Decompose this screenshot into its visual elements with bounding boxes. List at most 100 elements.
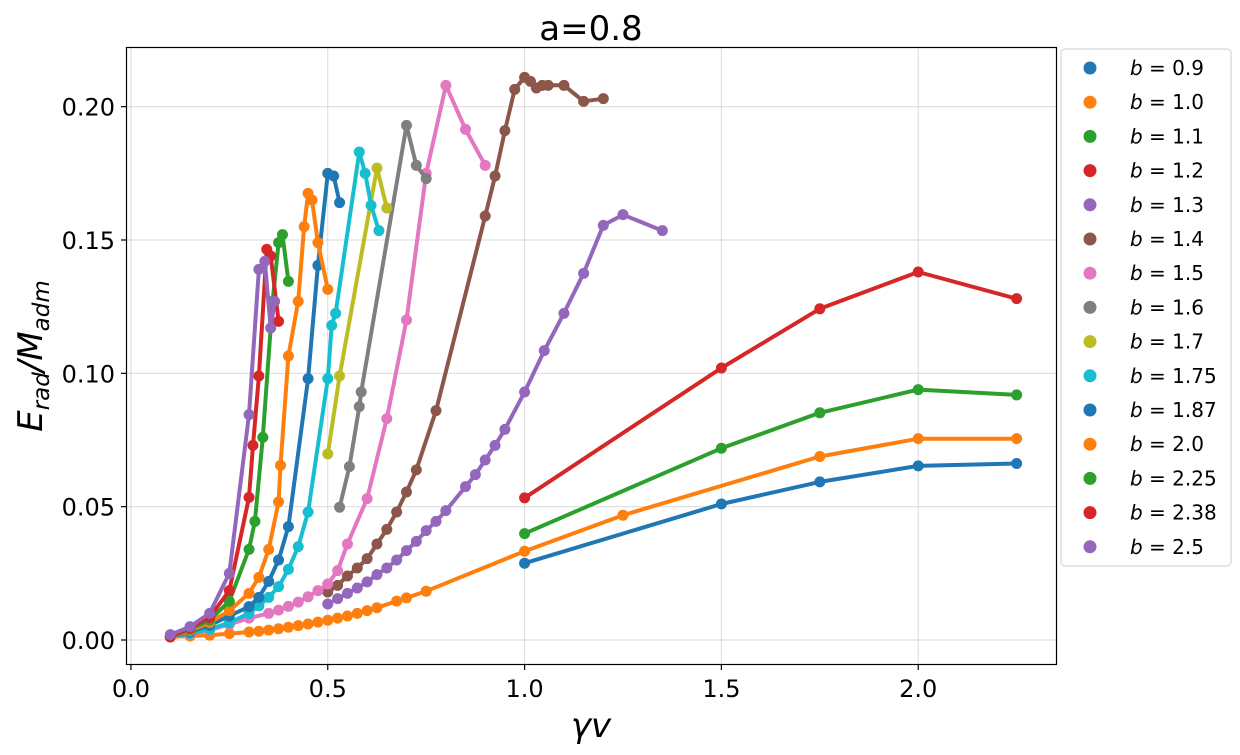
data-point — [519, 557, 531, 569]
y-tick-label: 0.15 — [62, 227, 115, 255]
data-point — [558, 307, 570, 319]
data-point — [276, 229, 288, 241]
data-point — [365, 199, 377, 211]
legend-label: b = 2.5 — [1130, 535, 1204, 559]
data-point — [275, 459, 287, 471]
data-point — [282, 563, 294, 575]
y-axis-label-sub-rad: rad — [29, 372, 55, 411]
legend-item: b = 1.6 — [1083, 295, 1204, 319]
data-point — [519, 386, 531, 398]
data-point — [328, 170, 340, 182]
data-point — [542, 79, 554, 91]
data-point — [371, 538, 383, 550]
data-point — [912, 433, 924, 445]
data-point — [558, 79, 570, 91]
data-point — [334, 197, 346, 209]
data-point — [430, 515, 442, 527]
data-point — [381, 202, 393, 214]
data-point — [343, 461, 355, 473]
data-point — [273, 496, 285, 508]
legend-label: b = 1.87 — [1130, 398, 1217, 422]
y-axis-label-sub-adm: adm — [29, 280, 55, 331]
data-point — [578, 95, 590, 107]
data-point — [381, 562, 393, 574]
data-point — [243, 409, 255, 421]
data-point — [322, 283, 334, 295]
data-point — [371, 602, 383, 614]
data-point — [597, 219, 609, 231]
legend-marker — [1083, 471, 1097, 485]
legend-label: b = 1.7 — [1130, 330, 1204, 354]
data-point — [410, 159, 422, 171]
grid — [127, 48, 1056, 664]
legend-marker — [1083, 266, 1097, 280]
data-point — [538, 345, 550, 357]
data-point — [298, 221, 310, 233]
data-point — [410, 464, 422, 476]
data-point — [249, 515, 261, 527]
data-point — [282, 600, 294, 612]
data-point — [912, 460, 924, 472]
data-point — [489, 170, 501, 182]
data-point — [341, 587, 353, 599]
data-point — [332, 579, 344, 591]
data-point — [499, 125, 511, 137]
data-point — [814, 451, 826, 463]
data-point — [243, 491, 255, 503]
data-point — [400, 545, 412, 557]
legend-marker — [1083, 540, 1097, 554]
legend-marker — [1083, 437, 1097, 451]
data-point — [391, 554, 403, 566]
series-b-1_6 — [334, 119, 432, 513]
x-tick-label: 2.0 — [899, 675, 937, 703]
data-point — [391, 506, 403, 518]
data-point — [420, 585, 432, 597]
legend-label: b = 1.0 — [1130, 90, 1204, 114]
series-line — [522, 387, 1019, 536]
legend-marker — [1083, 335, 1097, 349]
legend: b = 0.9 b = 1.0 b = 1.1 b = 1.2 b = 1.3 b = 1… — [1060, 48, 1232, 567]
y-axis-label-mid: /M — [11, 331, 51, 375]
data-point — [334, 501, 346, 513]
data-point — [223, 595, 235, 607]
data-point — [263, 591, 275, 603]
data-point — [302, 373, 314, 385]
y-axis: 0.00 0.05 0.10 0.15 0.20 — [62, 94, 127, 655]
data-point — [332, 565, 344, 577]
data-point — [302, 591, 314, 603]
data-point — [460, 123, 472, 135]
series-b-1_2 — [519, 266, 1023, 504]
data-point — [519, 528, 531, 540]
data-point — [273, 315, 285, 327]
legend-marker — [1083, 369, 1097, 383]
data-point — [361, 576, 373, 588]
data-point — [715, 442, 727, 454]
x-tick-label: 0.0 — [112, 675, 150, 703]
data-point — [292, 620, 304, 632]
data-point — [253, 591, 265, 603]
legend-label: b = 1.5 — [1130, 261, 1204, 285]
data-point — [617, 209, 629, 221]
legend-item: b = 2.38 — [1083, 501, 1217, 525]
legend-item: b = 1.2 — [1083, 159, 1204, 183]
x-tick-label: 1.0 — [505, 675, 543, 703]
series-b-2_5 — [164, 255, 281, 641]
series-b-1_75 — [164, 146, 385, 643]
data-point — [656, 225, 668, 237]
data-point — [282, 275, 294, 287]
legend-label: b = 2.25 — [1130, 466, 1217, 490]
legend-label: b = 1.2 — [1130, 159, 1204, 183]
plot-area — [164, 71, 1023, 643]
data-point — [322, 586, 334, 598]
y-tick-label: 0.00 — [62, 627, 115, 655]
data-point — [322, 614, 334, 626]
data-point — [371, 569, 383, 581]
data-point — [253, 263, 265, 275]
data-point — [1011, 433, 1023, 445]
data-point — [223, 567, 235, 579]
legend-item: b = 1.75 — [1083, 364, 1217, 388]
legend-item: b = 0.9 — [1083, 56, 1204, 80]
data-point — [302, 506, 314, 518]
data-point — [292, 541, 304, 553]
chart-title: a=0.8 — [539, 9, 642, 49]
